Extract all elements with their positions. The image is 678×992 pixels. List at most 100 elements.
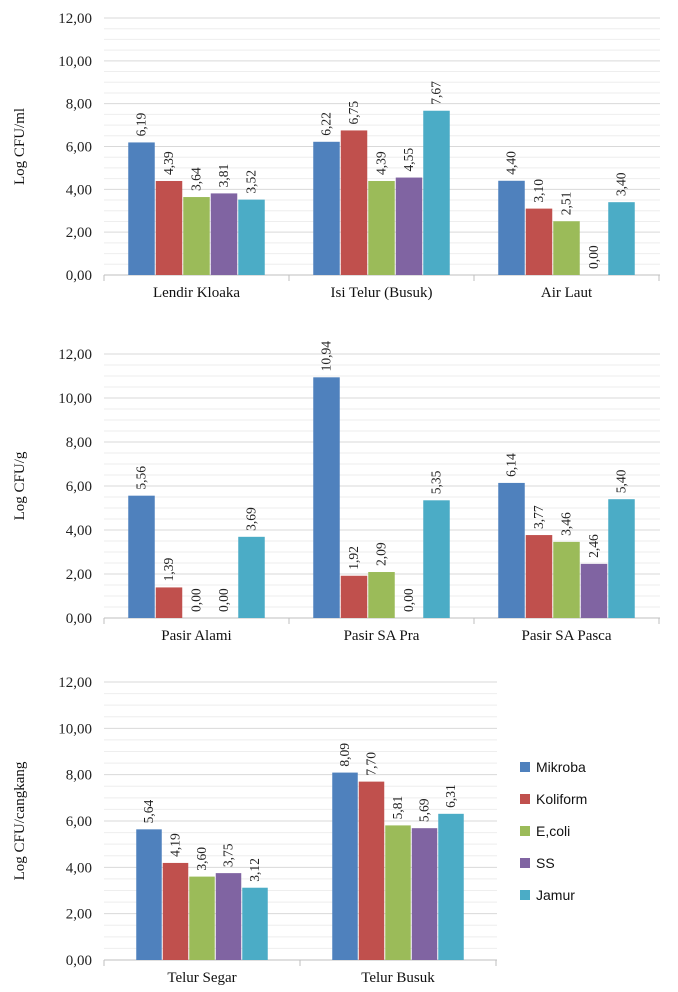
y-tick-label: 2,00 <box>66 567 92 583</box>
y-tick-label: 6,00 <box>66 479 92 495</box>
data-label: 3,64 <box>189 167 204 191</box>
y-axis-label: Log CFU/g <box>12 451 28 520</box>
category-label: Pasir SA Pra <box>344 628 420 644</box>
bar <box>525 535 553 618</box>
data-label: 6,22 <box>319 112 334 136</box>
bar <box>128 142 155 275</box>
bar <box>340 575 368 618</box>
data-label: 0,00 <box>189 588 204 612</box>
bar <box>155 180 183 275</box>
y-tick-label: 10,00 <box>58 721 92 737</box>
bar <box>438 813 464 960</box>
bar <box>498 180 525 275</box>
y-axis-label: Log CFU/cangkang <box>12 761 28 880</box>
y-tick-label: 12,00 <box>58 675 92 691</box>
y-tick-label: 4,00 <box>66 860 92 876</box>
y-tick-label: 4,00 <box>66 182 92 198</box>
data-label: 2,46 <box>586 534 601 558</box>
data-label: 4,55 <box>401 148 416 172</box>
data-label: 3,40 <box>614 172 629 196</box>
data-label: 8,09 <box>337 743 352 767</box>
bar <box>411 828 438 960</box>
legend: Mikroba Koliform E,coli SS Jamur <box>520 759 587 903</box>
legend-swatch <box>520 794 530 804</box>
data-label: 5,81 <box>390 796 405 820</box>
bar <box>162 862 189 960</box>
bar <box>608 202 635 275</box>
bar <box>608 499 635 618</box>
bar <box>238 536 265 618</box>
data-label: 2,51 <box>559 192 574 216</box>
bar <box>525 208 553 275</box>
bar <box>136 829 162 960</box>
data-label: 1,39 <box>161 558 176 582</box>
category-label: Lendir Kloaka <box>153 285 240 301</box>
data-label: 6,19 <box>134 113 149 137</box>
bar <box>423 110 450 276</box>
data-label: 3,77 <box>531 505 546 529</box>
legend-entry: Koliform <box>536 791 587 807</box>
chart-panel-2: 0,00 2,00 4,00 6,00 8,00 10,00 12,00 Log CFU/g 5… <box>12 341 660 644</box>
bar <box>340 130 368 275</box>
chart-panel-3: 0,00 2,00 4,00 6,00 8,00 10,00 12,00 Log CFU/ca… <box>12 675 587 986</box>
bar <box>395 177 423 275</box>
y-tick-label: 0,00 <box>66 611 92 627</box>
bar <box>332 772 358 960</box>
category-label: Telur Segar <box>167 970 236 986</box>
bar <box>242 887 268 960</box>
category-label: Pasir Alami <box>161 628 231 644</box>
data-label: 5,35 <box>429 470 444 494</box>
data-label: 3,46 <box>559 512 574 536</box>
data-label: 3,75 <box>221 843 236 867</box>
legend-swatch <box>520 826 530 836</box>
legend-swatch <box>520 890 530 900</box>
chart-panel-1: 0,00 2,00 4,00 6,00 8,00 10,00 12,00 Log CFU/ml… <box>12 11 660 301</box>
y-tick-label: 4,00 <box>66 523 92 539</box>
bar <box>155 587 183 618</box>
data-label: 3,12 <box>247 858 262 882</box>
y-tick-label: 0,00 <box>66 953 92 969</box>
legend-swatch <box>520 762 530 772</box>
data-label: 4,19 <box>168 833 183 857</box>
y-tick-label: 6,00 <box>66 814 92 830</box>
y-tick-label: 2,00 <box>66 225 92 241</box>
legend-entry: E,coli <box>536 823 570 839</box>
bar <box>215 873 242 960</box>
data-label: 7,70 <box>364 752 379 776</box>
category-label: Isi Telur (Busuk) <box>331 285 433 301</box>
y-tick-label: 2,00 <box>66 907 92 923</box>
y-tick-label: 12,00 <box>58 11 92 27</box>
y-tick-label: 10,00 <box>58 391 92 407</box>
y-tick-label: 8,00 <box>66 768 92 784</box>
data-label: 6,75 <box>346 101 361 125</box>
data-label: 5,56 <box>134 466 149 490</box>
category-label: Pasir SA Pasca <box>522 628 612 644</box>
legend-entry: SS <box>536 855 555 871</box>
data-label: 6,14 <box>504 453 519 477</box>
legend-entry: Mikroba <box>536 759 586 775</box>
data-label: 1,92 <box>346 546 361 570</box>
y-tick-label: 12,00 <box>58 347 92 363</box>
data-label: 4,39 <box>161 151 176 175</box>
bar <box>553 221 580 275</box>
bar <box>553 541 580 618</box>
legend-swatch <box>520 858 530 868</box>
category-label: Telur Busuk <box>361 970 435 986</box>
y-tick-label: 8,00 <box>66 435 92 451</box>
data-label: 10,94 <box>319 341 334 372</box>
data-label: 0,00 <box>586 245 601 269</box>
y-tick-label: 8,00 <box>66 97 92 113</box>
bar <box>385 825 411 960</box>
bar <box>580 563 608 618</box>
bar <box>313 377 340 618</box>
data-label: 3,60 <box>194 847 209 871</box>
bar <box>313 141 340 275</box>
data-label: 3,10 <box>531 179 546 203</box>
data-label: 5,64 <box>141 799 156 823</box>
data-label: 3,81 <box>216 164 231 188</box>
data-label: 2,09 <box>374 542 389 566</box>
y-tick-label: 10,00 <box>58 54 92 70</box>
bar <box>238 199 265 275</box>
bar <box>368 572 395 618</box>
